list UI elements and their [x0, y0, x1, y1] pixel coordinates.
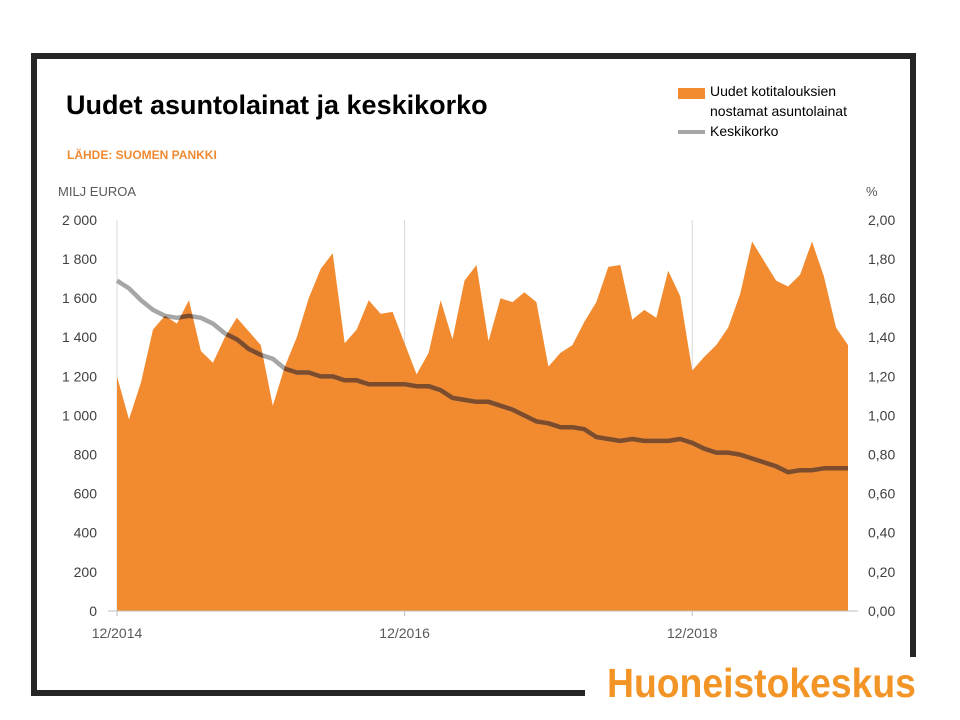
chart-title: Uudet asuntolainat ja keskikorko [66, 90, 488, 120]
y-axis-label: MILJ EUROA [58, 184, 137, 199]
legend-swatch-line [678, 130, 705, 134]
logo-background [585, 657, 920, 698]
y2-axis-label: % [866, 184, 878, 199]
chart-source: LÄHDE: SUOMEN PANKKI [67, 148, 217, 162]
huoneistokeskus-logo: Huoneistokeskus [607, 660, 916, 706]
legend-swatch-area [678, 88, 705, 99]
legend-label-asuntolainat: Uudet kotitalouksien nostamat asuntolain… [710, 83, 847, 119]
legend-label-keskikorko: Keskikorko [710, 123, 779, 139]
